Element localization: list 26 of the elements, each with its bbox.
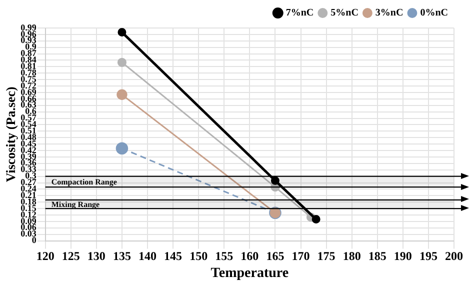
x-tick-label: 190 xyxy=(394,249,412,264)
legend-label: 3%nC xyxy=(375,8,404,19)
x-tick-label: 120 xyxy=(36,249,54,264)
legend-label: 0%nC xyxy=(420,8,448,19)
x-tick-label: 160 xyxy=(240,249,259,264)
y-axis-title: Viscosity (Pa.sec) xyxy=(3,86,18,182)
band-label: Mixing Range xyxy=(51,200,100,209)
x-tick-label: 130 xyxy=(87,249,106,264)
x-tick-label: 170 xyxy=(292,249,310,264)
x-tick-label: 150 xyxy=(190,249,208,264)
x-tick-label: 175 xyxy=(317,249,336,264)
x-tick-label: 145 xyxy=(164,249,182,264)
x-tick-label: 180 xyxy=(342,249,361,264)
x-tick-label: 200 xyxy=(445,249,463,264)
legend-label: 5%nC xyxy=(330,8,358,19)
x-axis-title: Temperature xyxy=(210,266,289,282)
x-tick-label: 155 xyxy=(215,249,234,264)
x-tick-label: 135 xyxy=(112,249,131,264)
x-tick-label: 165 xyxy=(266,249,284,264)
x-tick-label: 125 xyxy=(62,249,80,264)
legend-label: 7%nC xyxy=(286,8,314,19)
x-tick-label: 185 xyxy=(368,249,386,264)
x-tick-label: 140 xyxy=(138,249,157,264)
y-tick-label: 0.99 xyxy=(20,22,37,32)
x-tick-label: 195 xyxy=(419,249,438,264)
band-label: Compaction Range xyxy=(51,177,118,186)
